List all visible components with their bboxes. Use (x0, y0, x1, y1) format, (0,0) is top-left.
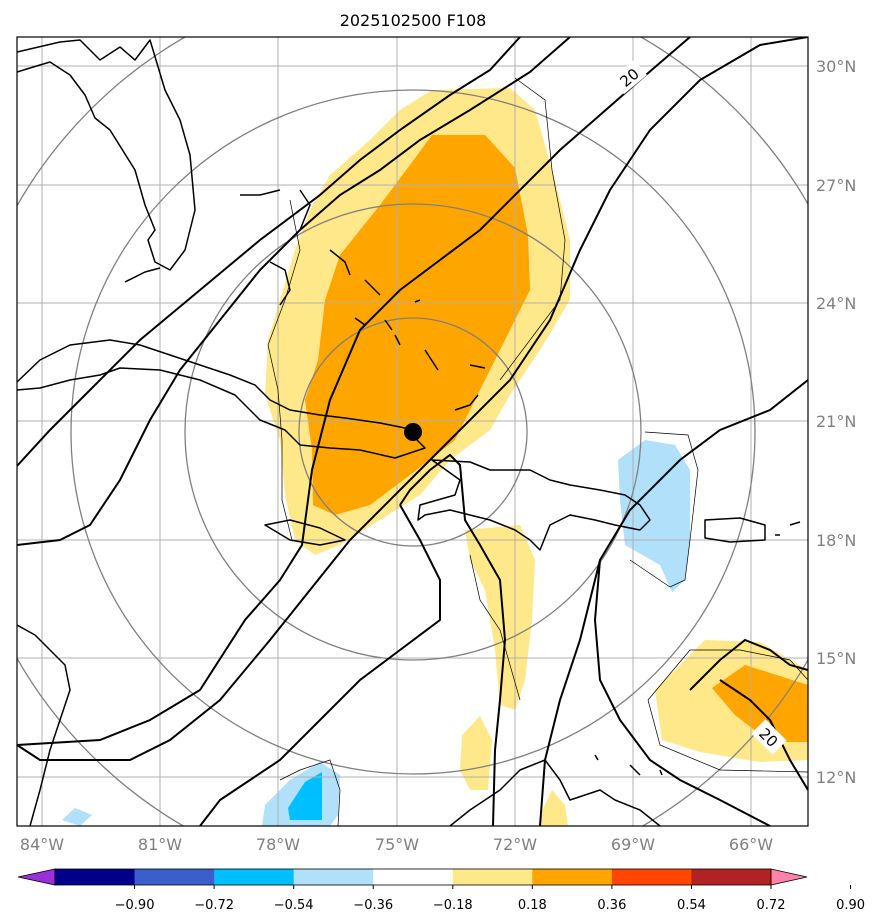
coast-lesser-antilles (594, 521, 801, 776)
map-frame (16, 36, 809, 827)
coast-central-america (17, 624, 71, 826)
coast-florida (17, 39, 196, 271)
map-area: 20 20 (17, 37, 808, 826)
shade-south-light-area (465, 525, 535, 710)
colorbar-swatch (691, 869, 772, 885)
longitude-labels: 84°W 81°W 78°W 75°W 72°W 69°W 66°W (20, 835, 773, 854)
lon-label-72w: 72°W (493, 835, 537, 854)
coast-puerto-rico (704, 517, 766, 543)
lat-label-21n: 21°N (816, 412, 856, 431)
colorbar-swatch (55, 869, 136, 885)
lat-label-27n: 27°N (816, 176, 856, 195)
lon-label-84w: 84°W (20, 835, 64, 854)
coast-south-america (449, 759, 661, 826)
storm-center-marker (404, 423, 422, 441)
shade-small-light-area-1 (460, 716, 492, 790)
colorbar-swatch (214, 869, 295, 885)
lon-label-81w: 81°W (138, 835, 182, 854)
lat-label-24n: 24°N (816, 294, 856, 313)
colorbar-swatch (611, 869, 692, 885)
colorbar-swatch (532, 869, 613, 885)
thick-contours (17, 37, 808, 826)
colorbar-tick-label: −0.72 (194, 898, 234, 913)
thin-contours (267, 77, 808, 826)
shade-se-dark-area (712, 665, 808, 742)
colorbar-tick-label: −0.18 (433, 898, 473, 913)
colorbar-swatch (134, 869, 215, 885)
range-rings (17, 37, 808, 826)
shade-neg-dark-south (288, 772, 322, 820)
colorbar-extend-high (770, 868, 808, 886)
colorbar-tick-label: 0.54 (677, 898, 706, 913)
colorbar-tick-label: 0.72 (757, 898, 786, 913)
lat-label-15n: 15°N (816, 649, 856, 668)
colorbar-swatch (452, 869, 533, 885)
colorbar-tick-label: −0.90 (115, 898, 155, 913)
colorbar-frame (54, 868, 772, 886)
lat-label-12n: 12°N (816, 768, 856, 787)
coast-hispaniola (417, 459, 651, 551)
lon-label-78w: 78°W (256, 835, 300, 854)
lon-label-69w: 69°W (611, 835, 655, 854)
lat-label-18n: 18°N (816, 531, 856, 550)
colorbar-swatch (293, 869, 374, 885)
colorbar-swatch (373, 869, 454, 885)
colorbar-tick-label: 0.90 (836, 898, 865, 913)
latitude-labels: 30°N 27°N 24°N 21°N 18°N 15°N 12°N (816, 57, 856, 787)
coast-jamaica (264, 519, 346, 546)
colorbar: −0.90 −0.72 −0.54 −0.36 −0.18 0.18 0.36 0.54 0.7… (17, 868, 865, 913)
map-title: 2025102500 F108 (340, 11, 487, 30)
colorbar-tick-label: 0.18 (518, 898, 547, 913)
shade-small-light-area-2 (538, 790, 568, 826)
lat-label-30n: 30°N (816, 57, 856, 76)
lat-lon-grid (17, 37, 808, 826)
coast-bahamas (240, 189, 486, 411)
shade-neg-light-sw (62, 808, 92, 826)
lon-label-66w: 66°W (729, 835, 773, 854)
colorbar-extend-low (17, 868, 56, 886)
lon-label-75w: 75°W (375, 835, 419, 854)
colorbar-tick-label: −0.54 (274, 898, 314, 913)
coast-keys (124, 267, 161, 283)
colorbar-tick-label: −0.36 (353, 898, 393, 913)
colorbar-tick-label: 0.36 (597, 898, 626, 913)
